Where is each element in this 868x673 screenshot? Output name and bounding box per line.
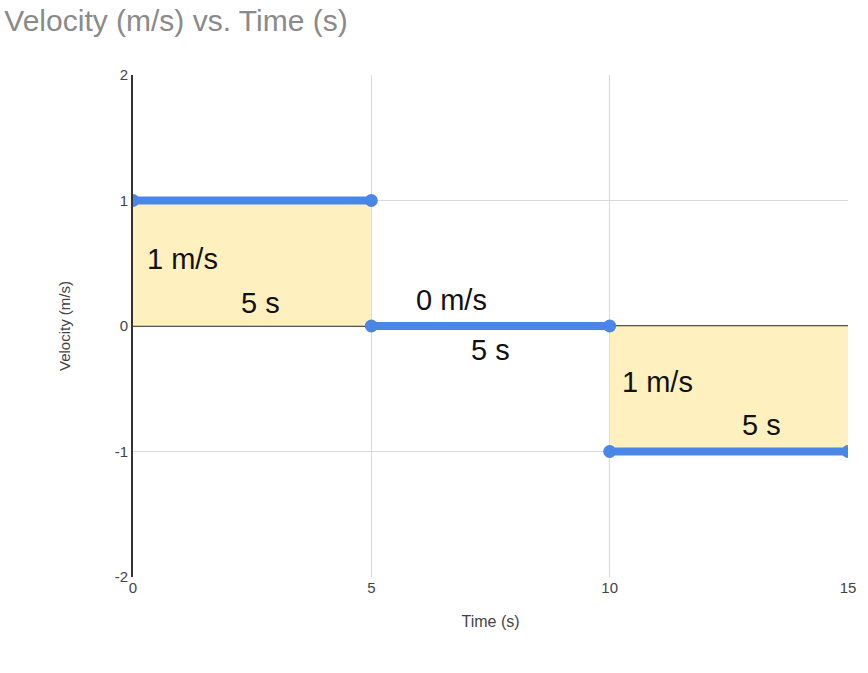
svg-text:5 s: 5 s: [241, 287, 280, 319]
svg-text:5: 5: [367, 579, 375, 596]
svg-text:-1: -1: [115, 443, 128, 460]
svg-text:1 m/s: 1 m/s: [622, 366, 693, 398]
svg-text:1 m/s: 1 m/s: [147, 243, 218, 275]
svg-text:Velocity (m/s) vs. Time (s): Velocity (m/s) vs. Time (s): [4, 4, 347, 37]
svg-text:Velocity (m/s): Velocity (m/s): [56, 281, 73, 371]
svg-text:5 s: 5 s: [742, 409, 781, 441]
svg-text:5 s: 5 s: [471, 334, 510, 366]
svg-text:0 m/s: 0 m/s: [416, 284, 487, 316]
svg-text:-2: -2: [115, 568, 128, 585]
svg-text:1: 1: [120, 192, 128, 209]
svg-text:0: 0: [120, 317, 128, 334]
svg-text:Time (s): Time (s): [461, 613, 519, 630]
svg-text:0: 0: [129, 579, 137, 596]
svg-text:2: 2: [120, 66, 128, 83]
svg-text:10: 10: [601, 579, 618, 596]
svg-text:15: 15: [840, 579, 857, 596]
